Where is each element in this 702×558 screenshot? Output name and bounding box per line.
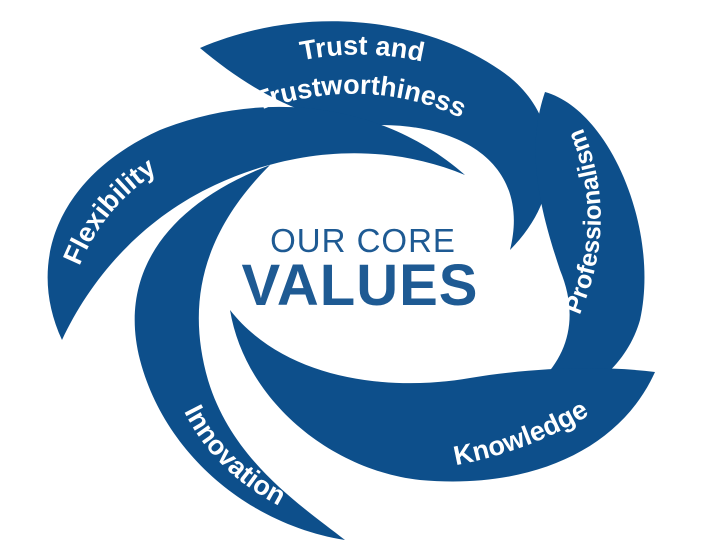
center-title: OUR CORE VALUES — [242, 222, 479, 318]
blade-professionalism — [500, 92, 645, 411]
blade-group — [47, 21, 655, 540]
blade-flexibility — [47, 106, 465, 340]
center-title-line2: VALUES — [242, 253, 479, 318]
center-title-line1: OUR CORE — [270, 222, 456, 259]
blade-trust — [200, 21, 551, 250]
blade-innovation — [134, 165, 345, 540]
blade-knowledge — [230, 310, 655, 482]
